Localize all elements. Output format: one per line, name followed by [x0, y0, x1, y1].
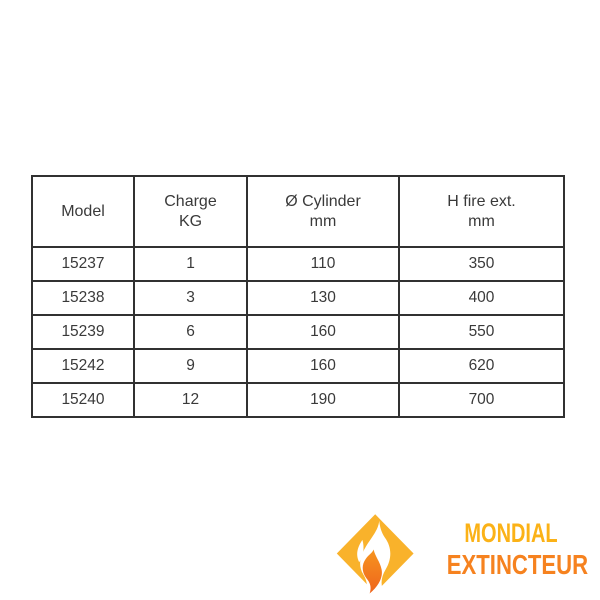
cell-model: 15238 — [31, 280, 135, 316]
header-label: Model — [61, 202, 105, 220]
cell-cylinder: 160 — [246, 348, 400, 384]
header-unit: mm — [309, 212, 337, 230]
table-row: 15237 1 110 350 — [31, 246, 565, 282]
cell-charge: 6 — [133, 314, 248, 350]
cell-cylinder: 190 — [246, 382, 400, 418]
table-row: 15240 12 190 700 — [31, 382, 565, 418]
header-unit: KG — [178, 212, 203, 230]
header-model: Model — [31, 175, 135, 248]
brand-name: MONDIAL EXTINCTEUR — [428, 518, 594, 580]
table-row: 15242 9 160 620 — [31, 348, 565, 384]
cell-cylinder: 110 — [246, 246, 400, 282]
cell-model: 15240 — [31, 382, 135, 418]
flame-diamond-icon — [336, 514, 414, 594]
cell-height: 350 — [398, 246, 565, 282]
header-label: H fire ext. — [447, 192, 516, 210]
table-row: 15239 6 160 550 — [31, 314, 565, 350]
cell-model: 15237 — [31, 246, 135, 282]
cell-height: 700 — [398, 382, 565, 418]
table-header-row: Model Charge KG Ø Cylinder mm H fire ext… — [31, 175, 565, 248]
brand-name-line2: EXTINCTEUR — [446, 549, 589, 580]
cell-charge: 3 — [133, 280, 248, 316]
header-label: Ø Cylinder — [285, 192, 361, 210]
cell-model: 15239 — [31, 314, 135, 350]
spec-table: Model Charge KG Ø Cylinder mm H fire ext… — [31, 175, 565, 418]
header-label: Charge — [164, 192, 217, 210]
header-unit: mm — [468, 212, 495, 230]
header-cylinder-diameter: Ø Cylinder mm — [246, 175, 400, 248]
cell-height: 400 — [398, 280, 565, 316]
cell-cylinder: 130 — [246, 280, 400, 316]
cell-height: 620 — [398, 348, 565, 384]
header-extinguisher-height: H fire ext. mm — [398, 175, 565, 248]
cell-cylinder: 160 — [246, 314, 400, 350]
brand-name-line1: MONDIAL — [464, 518, 558, 548]
cell-height: 550 — [398, 314, 565, 350]
cell-charge: 1 — [133, 246, 248, 282]
cell-charge: 12 — [133, 382, 248, 418]
cell-charge: 9 — [133, 348, 248, 384]
header-charge: Charge KG — [133, 175, 248, 248]
cell-model: 15242 — [31, 348, 135, 384]
brand-logo: MONDIAL EXTINCTEUR — [336, 510, 594, 598]
table-row: 15238 3 130 400 — [31, 280, 565, 316]
